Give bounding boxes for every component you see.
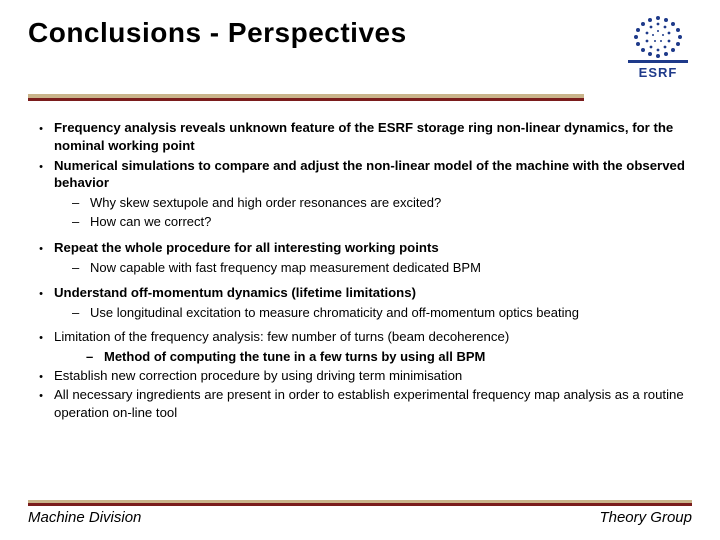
bullet-text: Understand off-momentum dynamics (lifeti… <box>54 284 692 302</box>
bullet-text: Repeat the whole procedure for all inter… <box>54 239 692 257</box>
bullet-marker-icon: • <box>28 328 54 346</box>
bullet-text: Frequency analysis reveals unknown featu… <box>54 119 692 155</box>
bullet-item: • Numerical simulations to compare and a… <box>28 157 692 193</box>
bullet-item: • Frequency analysis reveals unknown fea… <box>28 119 692 155</box>
bullet-marker-icon: • <box>28 284 54 302</box>
bullet-item: • All necessary ingredients are present … <box>28 386 692 422</box>
footer-left: Machine Division <box>28 509 141 526</box>
bullet-item: • Repeat the whole procedure for all int… <box>28 239 692 257</box>
bullet-item: • Limitation of the frequency analysis: … <box>28 328 692 346</box>
bullet-marker-icon: • <box>28 386 54 422</box>
dash-marker-icon: – <box>72 194 90 212</box>
footer: Machine Division Theory Group <box>28 500 692 526</box>
bullet-item: • Establish new correction procedure by … <box>28 367 692 385</box>
logo-text: ESRF <box>624 65 692 80</box>
footer-row: Machine Division Theory Group <box>28 509 692 526</box>
footer-divider <box>28 500 692 506</box>
bullet-marker-icon: • <box>28 157 54 193</box>
sub-bullet-text: Method of computing the tune in a few tu… <box>104 348 692 366</box>
header: Conclusions - Perspectives <box>28 18 692 82</box>
bullet-item: • Understand off-momentum dynamics (life… <box>28 284 692 302</box>
bullet-marker-icon: • <box>28 239 54 257</box>
bullet-text: Limitation of the frequency analysis: fe… <box>54 328 692 346</box>
logo-divider <box>628 60 688 63</box>
dash-marker-icon: – <box>86 348 104 366</box>
sub-bullet-item: – Now capable with fast frequency map me… <box>72 259 692 277</box>
bullet-text: All necessary ingredients are present in… <box>54 386 692 422</box>
dash-marker-icon: – <box>72 213 90 231</box>
bullet-text: Numerical simulations to compare and adj… <box>54 157 692 193</box>
sub-bullet-text: Now capable with fast frequency map meas… <box>90 259 692 277</box>
content-area: • Frequency analysis reveals unknown fea… <box>28 119 692 422</box>
dash-marker-icon: – <box>72 304 90 322</box>
slide: Conclusions - Perspectives <box>0 0 720 540</box>
sub-bullet-item: – How can we correct? <box>72 213 692 231</box>
sub-bullet-item: – Use longitudinal excitation to measure… <box>72 304 692 322</box>
slide-title: Conclusions - Perspectives <box>28 18 407 49</box>
sub-bullet-item: – Why skew sextupole and high order reso… <box>72 194 692 212</box>
sub-bullet-text: Why skew sextupole and high order resona… <box>90 194 692 212</box>
dash-marker-icon: – <box>72 259 90 277</box>
footer-right: Theory Group <box>599 509 692 526</box>
sub-bullet-text: Use longitudinal excitation to measure c… <box>90 304 692 322</box>
esrf-logo: ESRF <box>624 14 692 82</box>
sub-bullet-item: – Method of computing the tune in a few … <box>86 348 692 366</box>
bullet-text: Establish new correction procedure by us… <box>54 367 692 385</box>
logo-ring-icon <box>629 14 687 58</box>
bullet-marker-icon: • <box>28 119 54 155</box>
sub-bullet-text: How can we correct? <box>90 213 692 231</box>
bullet-marker-icon: • <box>28 367 54 385</box>
title-underline <box>28 94 584 101</box>
